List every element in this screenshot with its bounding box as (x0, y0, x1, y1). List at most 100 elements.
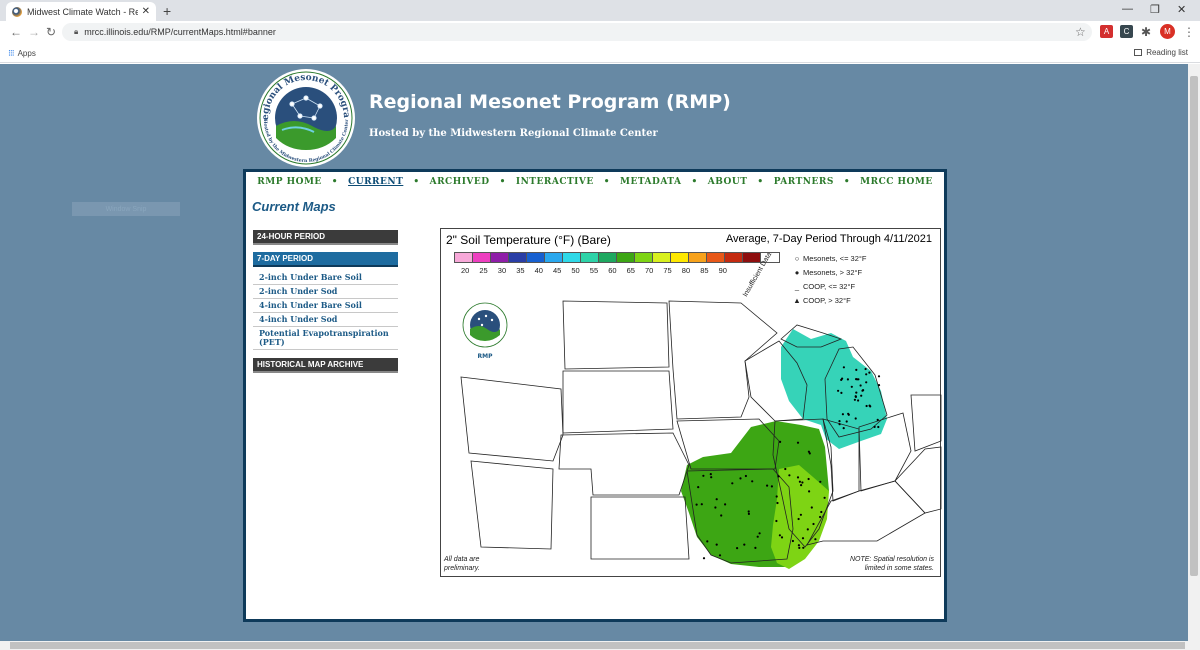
legend-swatch (689, 253, 707, 262)
station-dot (868, 371, 871, 374)
apps-shortcut[interactable]: ⁝⁝⁝ Apps (8, 48, 36, 59)
address-bar: ← → ↻ 🔒︎ mrcc.illinois.edu/RMP/currentMa… (0, 21, 1200, 43)
map-title: 2" Soil Temperature (°F) (Bare) (446, 233, 611, 247)
reading-list-label: Reading list (1146, 48, 1188, 57)
station-dot (702, 557, 706, 560)
menu-kebab-icon[interactable]: ⋮ (1183, 25, 1195, 39)
station-dot (720, 514, 723, 517)
vertical-scroll-thumb[interactable] (1190, 76, 1198, 576)
station-dot (847, 412, 850, 415)
station-dot (877, 425, 880, 429)
page-viewport: Regional Mesonet Program Hosted by the M… (0, 64, 1188, 641)
station-dot (798, 480, 801, 483)
close-window-icon[interactable]: ✕ (1177, 4, 1187, 16)
legend-tick: 55 (589, 266, 599, 275)
state-south-dakota (562, 370, 674, 434)
station-dot (840, 391, 843, 394)
legend-swatch (473, 253, 491, 262)
station-dot (819, 480, 822, 483)
puzzle-extensions-icon[interactable]: ✱ (1141, 25, 1152, 39)
station-dot (868, 404, 871, 407)
station-dot (855, 368, 858, 371)
horizontal-scrollbar[interactable] (0, 641, 1200, 650)
legend-tick: 40 (534, 266, 543, 275)
lock-icon: 🔒︎ (74, 27, 79, 36)
restore-icon[interactable]: ❐ (1150, 4, 1160, 16)
nav-separator: • (691, 177, 698, 187)
state-wisconsin (744, 340, 808, 422)
station-dot (778, 534, 781, 537)
sidebar-link-2in-sod[interactable]: 2-inch Under Sod (253, 285, 398, 299)
legend-swatch (509, 253, 527, 262)
nav-current[interactable]: CURRENT (348, 177, 404, 187)
station-dot (850, 385, 853, 388)
sidebar-link-4in-sod[interactable]: 4-inch Under Sod (253, 313, 398, 327)
state-pennsylvania-edge (910, 394, 942, 452)
legend-tick: 60 (608, 266, 617, 275)
back-icon[interactable]: ← (10, 25, 22, 39)
bookmark-star-icon[interactable]: ☆ (1075, 25, 1086, 39)
station-dot (700, 503, 703, 506)
horizontal-scroll-thumb[interactable] (10, 642, 1185, 649)
station-dot (754, 546, 757, 549)
mesonet-warm-icon: ● (794, 268, 800, 277)
sidebar-historical-archive[interactable]: HISTORICAL MAP ARCHIVE (253, 358, 398, 373)
close-tab-icon[interactable]: ✕ (141, 6, 150, 17)
station-dot (873, 425, 876, 428)
legend-swatch (707, 253, 725, 262)
legend-tick: 65 (626, 266, 635, 275)
station-dot (706, 540, 709, 543)
station-dot (715, 543, 718, 546)
legend-tick: 85 (700, 266, 709, 275)
station-dot (779, 440, 782, 443)
nav-archived[interactable]: ARCHIVED (429, 177, 490, 187)
browser-tab[interactable]: Midwest Climate Watch - Region ✕ (6, 2, 156, 21)
new-tab-icon[interactable]: + (163, 3, 172, 19)
nav-about[interactable]: ABOUT (707, 177, 748, 187)
symbol-legend-row: ▲ COOP, > 32°F (791, 294, 866, 308)
nav-mrcc-home[interactable]: MRCC HOME (860, 177, 933, 187)
sidebar-24-hour-period[interactable]: 24-HOUR PERIOD (253, 230, 398, 245)
nav-interactive[interactable]: INTERACTIVE (515, 177, 594, 187)
sidebar-link-pet[interactable]: Potential Evapotranspiration (PET) (253, 327, 398, 350)
station-symbol-legend: ○ Mesonets, <= 32°F ● Mesonets, > 32°F _ CO… (791, 252, 866, 308)
station-dot (808, 452, 811, 455)
nav-partners[interactable]: PARTNERS (773, 177, 834, 187)
site-favicon-icon (12, 6, 22, 17)
station-dot (702, 474, 705, 477)
reading-list-button[interactable]: Reading list (1134, 48, 1188, 57)
station-dot (854, 417, 857, 420)
station-dot (777, 475, 780, 478)
vertical-scrollbar[interactable] (1188, 64, 1200, 641)
bookmarks-bar: ⁝⁝⁝ Apps Reading list (0, 43, 1200, 63)
station-dot (859, 384, 862, 387)
legend-swatch (761, 253, 779, 262)
station-dot (788, 474, 791, 477)
extension-icon[interactable]: C (1120, 25, 1133, 38)
reload-icon[interactable]: ↻ (46, 25, 57, 39)
nav-separator: • (843, 177, 851, 187)
sidebar-link-4in-bare[interactable]: 4-inch Under Bare Soil (253, 299, 398, 313)
profile-avatar[interactable]: M (1160, 24, 1175, 39)
station-dot (695, 503, 698, 506)
state-iowa (676, 418, 780, 470)
forward-icon[interactable]: → (28, 25, 40, 39)
state-wyoming (470, 460, 554, 550)
nav-rmp-home[interactable]: RMP HOME (257, 177, 322, 187)
station-dot (865, 381, 868, 384)
rmp-logo[interactable]: Regional Mesonet Program Hosted by the M… (254, 68, 358, 168)
minimize-icon[interactable]: — (1122, 3, 1133, 15)
station-dot (796, 441, 800, 444)
coop-cold-icon: _ (794, 282, 800, 291)
sidebar-link-2in-bare[interactable]: 2-inch Under Bare Soil (253, 271, 398, 285)
url-text: mrcc.illinois.edu/RMP/currentMaps.html#b… (84, 27, 276, 37)
station-dot (796, 476, 800, 479)
legend-tick: 80 (681, 266, 691, 275)
pdf-extension-icon[interactable]: A (1100, 25, 1113, 38)
teal-region (781, 329, 887, 449)
sidebar-7-day-period[interactable]: 7-DAY PERIOD (253, 252, 398, 267)
nav-metadata[interactable]: METADATA (620, 177, 682, 187)
station-dot (775, 519, 778, 523)
url-field[interactable]: 🔒︎ mrcc.illinois.edu/RMP/currentMaps.htm… (62, 23, 1092, 41)
nav-separator: • (331, 177, 339, 187)
